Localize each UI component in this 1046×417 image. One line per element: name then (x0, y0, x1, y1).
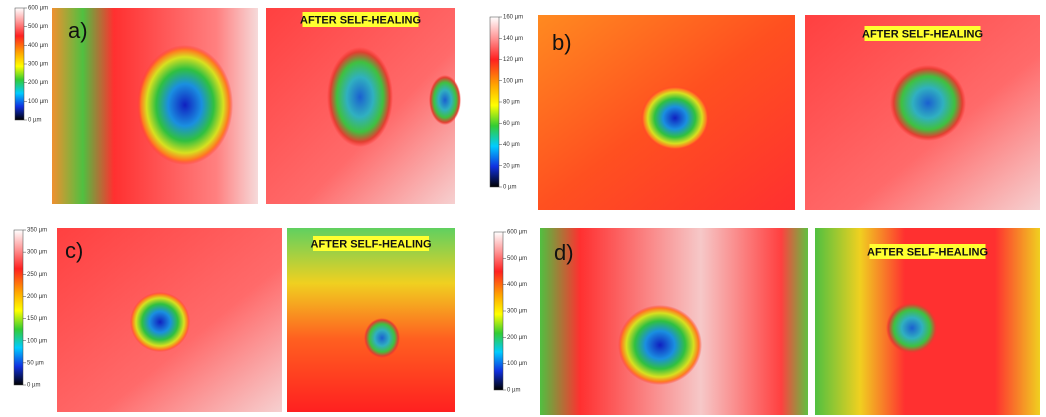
scale-tick-label: 250 µm (27, 272, 47, 278)
panel-label: b) (552, 30, 572, 55)
pit (886, 302, 938, 354)
after-label: AFTER SELF-HEALING (311, 239, 432, 251)
scale-tick-label: 400 µm (507, 282, 527, 288)
pit (890, 65, 966, 141)
after-label: AFTER SELF-HEALING (300, 15, 421, 27)
scale-tick-label: 600 µm (28, 6, 48, 12)
scale-tick-label: 300 µm (28, 62, 48, 68)
scale-tick-label: 60 µm (503, 121, 520, 127)
scale-tick-label: 0 µm (507, 388, 520, 394)
scale-tick-label: 0 µm (28, 118, 41, 124)
scale-tick-label: 500 µm (28, 24, 48, 30)
scale-tick-label: 100 µm (27, 338, 47, 344)
pit (130, 292, 190, 352)
scale-tick-label: 200 µm (27, 294, 47, 300)
panel-label: a) (68, 18, 88, 43)
scale-tick-label: 150 µm (27, 316, 47, 322)
pit (327, 47, 393, 147)
after-label: AFTER SELF-HEALING (862, 29, 983, 41)
scale-tick-label: 500 µm (507, 256, 527, 262)
image-after (287, 228, 455, 412)
scale-tick-label: 0 µm (27, 383, 40, 389)
pit (641, 86, 709, 150)
scale-tick-label: 160 µm (503, 15, 523, 21)
color-scale (490, 17, 499, 187)
after-label: AFTER SELF-HEALING (867, 247, 988, 259)
scale-tick-label: 200 µm (28, 80, 48, 86)
panel-label: c) (65, 238, 83, 263)
scale-tick-label: 200 µm (507, 335, 527, 341)
scale-tick-label: 80 µm (503, 100, 520, 106)
scale-tick-label: 100 µm (507, 361, 527, 367)
scale-tick-label: 350 µm (27, 228, 47, 234)
scale-tick-label: 100 µm (503, 78, 523, 84)
scale-tick-label: 300 µm (27, 250, 47, 256)
pit (429, 75, 461, 125)
panel-label: d) (554, 240, 574, 265)
scale-tick-label: 600 µm (507, 230, 527, 236)
scale-tick-label: 100 µm (28, 99, 48, 105)
pit (618, 305, 702, 385)
color-scale (14, 230, 23, 385)
scale-tick-label: 120 µm (503, 57, 523, 63)
scale-tick-label: 400 µm (28, 43, 48, 49)
scale-tick-label: 300 µm (507, 309, 527, 315)
pit (364, 318, 400, 358)
color-scale (15, 8, 24, 120)
scale-tick-label: 0 µm (503, 185, 516, 191)
scale-tick-label: 40 µm (503, 142, 520, 148)
scale-tick-label: 20 µm (503, 163, 520, 169)
pit (137, 45, 233, 165)
scale-tick-label: 50 µm (27, 360, 44, 366)
scale-tick-label: 140 µm (503, 36, 523, 42)
color-scale (494, 232, 503, 390)
figure: 600 µm 500 µm 400 µm 300 µm 200 µm 100 µm 0 µm… (0, 0, 1046, 417)
